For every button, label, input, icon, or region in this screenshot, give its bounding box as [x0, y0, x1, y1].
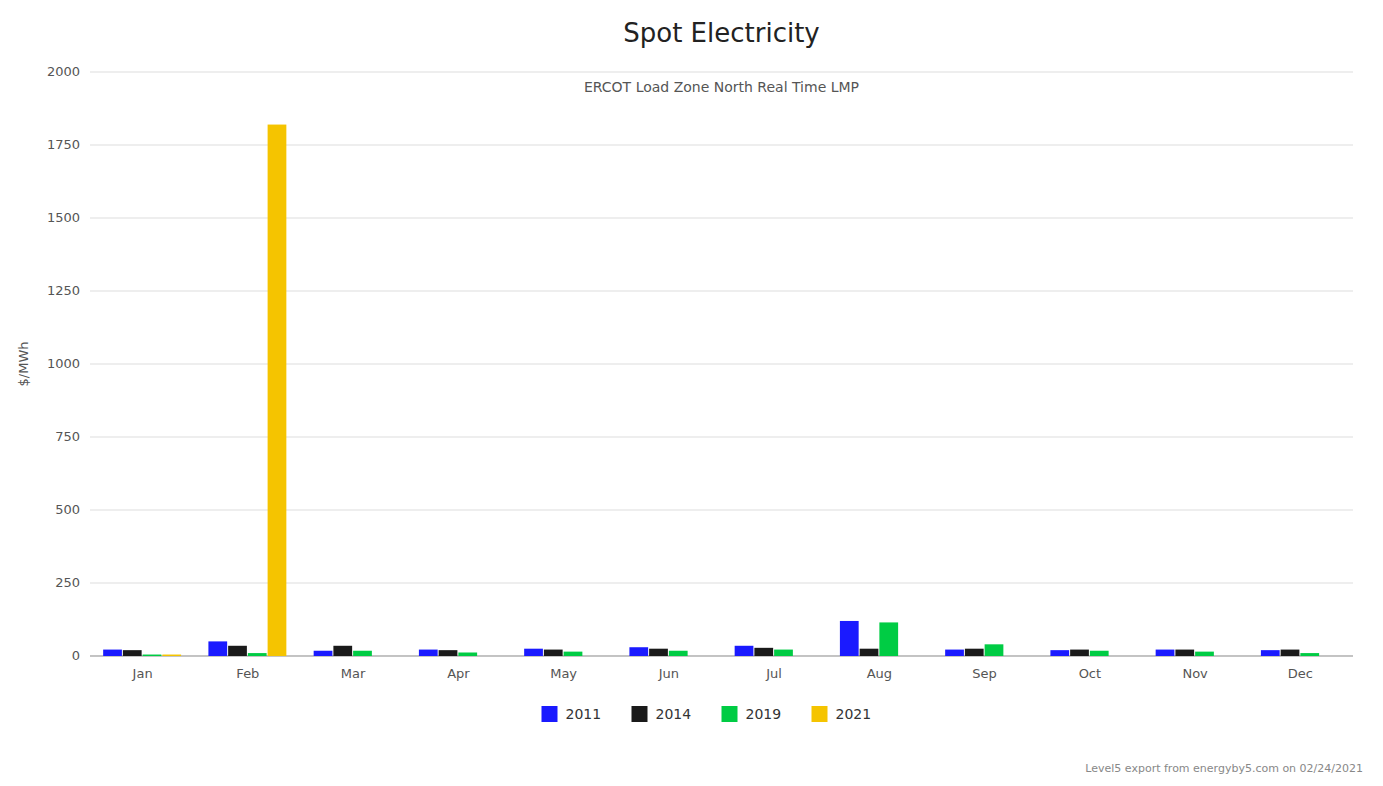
legend-swatch: [722, 706, 738, 722]
bar: [333, 646, 352, 656]
bar: [1090, 651, 1109, 656]
subtitle: ERCOT Load Zone North Real Time LMP: [584, 79, 859, 95]
footnote: Level5 export from energyby5.com on 02/2…: [1085, 762, 1363, 775]
bar: [965, 649, 984, 656]
x-tick-label: Jan: [132, 666, 153, 681]
grid-line: [90, 72, 1353, 73]
bar: [458, 652, 477, 656]
bar: [123, 650, 142, 656]
bar: [268, 125, 287, 656]
bar: [1156, 650, 1175, 656]
bar: [248, 653, 267, 656]
bar: [228, 646, 247, 656]
bar: [1110, 656, 1129, 657]
bar: [985, 644, 1004, 656]
y-tick-label: 250: [55, 575, 80, 590]
bar: [1215, 656, 1234, 657]
x-tick-label: Sep: [972, 666, 997, 681]
x-tick-label: Aug: [867, 666, 892, 681]
bar: [439, 650, 458, 656]
x-tick-label: Jun: [658, 666, 679, 681]
bar: [689, 656, 708, 657]
legend-swatch: [632, 706, 648, 722]
chart: 0 250 500 750 1000 1250 1500 1750 2000 Jan Feb Mar A…: [0, 0, 1383, 786]
legend-label: 2014: [656, 706, 692, 722]
bar: [1261, 650, 1280, 656]
bar: [373, 656, 392, 657]
bar: [419, 650, 438, 656]
y-tick-label: 0: [72, 648, 80, 663]
bar: [629, 647, 648, 656]
y-tick-label: 1500: [47, 210, 80, 225]
bar: [1070, 650, 1089, 656]
bar: [353, 651, 372, 656]
y-tick-label: 1000: [47, 356, 80, 371]
y-axis: 0 250 500 750 1000 1250 1500 1750 2000: [47, 64, 1353, 663]
x-tick-label: Oct: [1079, 666, 1101, 681]
y-tick-label: 750: [55, 429, 80, 444]
legend-swatch: [542, 706, 558, 722]
title: Spot Electricity: [623, 18, 820, 48]
bar: [899, 656, 918, 657]
bar: [945, 650, 964, 656]
bar: [794, 656, 813, 657]
bar: [208, 641, 227, 656]
bar: [735, 646, 754, 656]
bar: [1195, 652, 1214, 656]
bar: [649, 649, 668, 656]
bar: [1300, 653, 1319, 656]
bar: [478, 656, 497, 657]
x-axis: Jan Feb Mar Apr May Jun Jul Aug Sep Oct Nov Dec: [132, 666, 1313, 681]
bar: [754, 648, 773, 656]
legend: 2011 2014 2019 2021: [542, 706, 872, 722]
bar: [1281, 650, 1300, 656]
bar: [583, 656, 602, 657]
bar: [860, 649, 879, 656]
bar: [1004, 656, 1023, 657]
legend-label: 2011: [566, 706, 602, 722]
bar: [314, 651, 333, 656]
y-tick-label: 500: [55, 502, 80, 517]
bar: [564, 652, 583, 656]
bar: [669, 651, 688, 656]
bar: [162, 655, 181, 656]
x-tick-label: Apr: [447, 666, 470, 681]
y-tick-label: 1750: [47, 137, 80, 152]
x-tick-label: Mar: [341, 666, 366, 681]
legend-swatch: [812, 706, 828, 722]
bar: [143, 655, 162, 656]
background: [0, 0, 1383, 786]
bar: [1320, 656, 1339, 657]
y-axis-label: $/MWh: [16, 342, 31, 387]
bar: [840, 621, 859, 656]
x-tick-label: Jul: [765, 666, 782, 681]
bar: [879, 622, 898, 656]
legend-label: 2019: [746, 706, 782, 722]
bar: [103, 650, 122, 656]
bar: [1175, 650, 1194, 656]
bar: [524, 649, 543, 656]
legend-label: 2021: [836, 706, 872, 722]
x-tick-label: May: [550, 666, 577, 681]
bars: [103, 125, 1319, 656]
x-tick-label: Nov: [1182, 666, 1208, 681]
y-tick-label: 1250: [47, 283, 80, 298]
bar: [544, 650, 563, 656]
x-tick-label: Dec: [1288, 666, 1313, 681]
x-tick-label: Feb: [236, 666, 259, 681]
y-tick-label: 2000: [47, 64, 80, 79]
bar: [1050, 650, 1069, 656]
bar: [774, 650, 793, 656]
